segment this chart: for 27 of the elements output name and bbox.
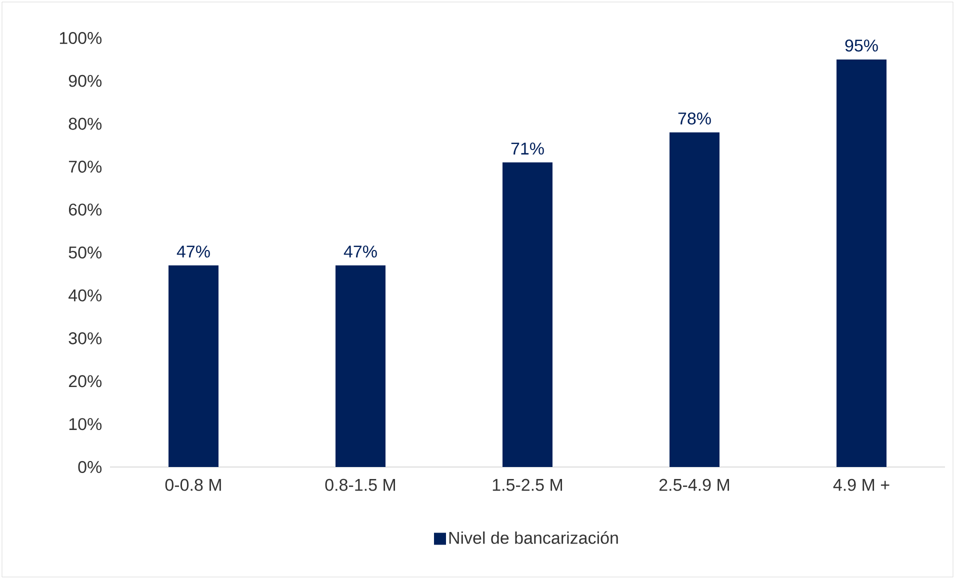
bar [502,162,553,467]
y-tick-label: 90% [68,74,102,87]
data-label: 95% [845,40,878,52]
x-tick-label: 4.9 M + [833,478,890,491]
data-label: 78% [678,112,711,125]
y-tick-label: 0% [78,460,102,474]
y-tick-label: 20% [68,375,102,388]
y-tick-label: 30% [68,332,102,344]
x-tick-label: 2.5-4.9 M [659,478,729,491]
bar [168,265,219,467]
y-tick-label: 40% [68,289,102,302]
data-label: 47% [344,246,377,258]
x-tick-label: 0-0.8 M [165,478,221,491]
x-tick-label: 0.8-1.5 M [325,478,395,491]
x-tick-label: 1.5-2.5 M [492,478,562,491]
y-tick-label: 60% [68,204,102,216]
y-tick-label: 80% [68,118,102,130]
data-label: 71% [511,142,544,155]
y-tick-label: 50% [68,246,102,259]
legend-label: Nivel de bancarización [449,531,618,544]
bar [836,59,887,467]
bar [670,132,720,467]
data-label: 47% [176,246,210,258]
y-tick-label: 100% [60,32,102,44]
y-tick-label: 10% [69,418,102,430]
bar [336,265,386,467]
y-tick-label: 70% [68,160,102,173]
